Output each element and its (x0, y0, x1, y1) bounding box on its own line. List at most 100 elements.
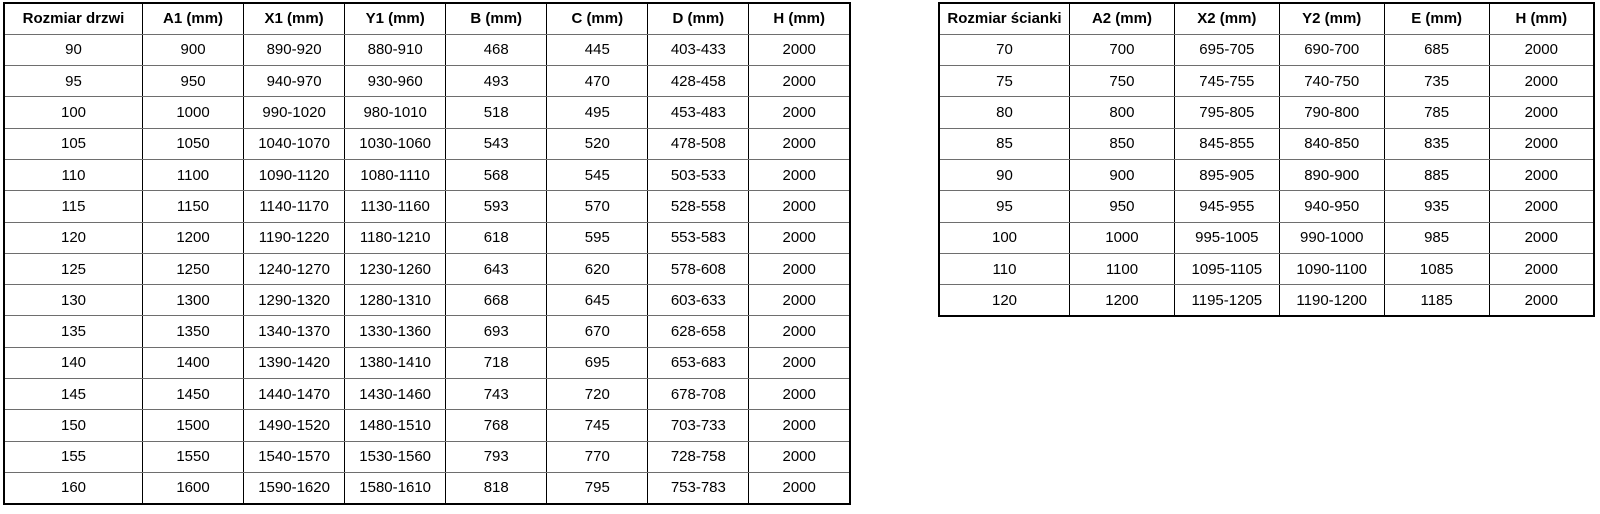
table-cell: 100 (3, 96, 143, 129)
table-cell: 403-433 (647, 33, 750, 67)
table-cell: 620 (546, 252, 649, 286)
table-cell: 890-920 (243, 33, 346, 67)
table-cell: 1540-1570 (243, 440, 346, 473)
table-cell: 850 (1069, 127, 1175, 160)
table-cell: 1190-1220 (243, 221, 346, 254)
table-cell: 1580-1610 (344, 471, 447, 505)
table-cell: 793 (445, 440, 548, 473)
table-cell: 1280-1310 (344, 284, 447, 317)
table-cell: 2000 (748, 252, 851, 286)
table-cell: 1430-1460 (344, 378, 447, 411)
table-cell: 653-683 (647, 346, 750, 380)
table-cell: 1550 (141, 440, 245, 473)
table-cell: 2000 (1488, 96, 1595, 129)
table-cell: 1050 (141, 127, 245, 160)
table-cell: 2000 (1488, 127, 1595, 160)
table-cell: 1140-1170 (243, 190, 346, 223)
table-row: 140 1400 1390-1420 1380-1410 718 695 653-683 20… (3, 346, 851, 380)
table-cell: 2000 (748, 409, 851, 442)
table-cell: 1185 (1383, 284, 1490, 317)
table-cell: 1095-1105 (1173, 252, 1280, 286)
table-cell: 493 (445, 65, 548, 98)
column-header: H (mm) (748, 2, 851, 35)
table-cell: 1195-1205 (1173, 284, 1280, 317)
table-cell: 120 (3, 221, 143, 254)
column-header: X1 (mm) (243, 2, 346, 35)
table-cell: 1590-1620 (243, 471, 346, 505)
table-cell: 718 (445, 346, 548, 380)
column-header: B (mm) (445, 2, 548, 35)
table-cell: 1390-1420 (243, 346, 346, 380)
table-cell: 1030-1060 (344, 127, 447, 160)
table-cell: 880-910 (344, 33, 447, 67)
table-cell: 1440-1470 (243, 378, 346, 411)
table-cell: 445 (546, 33, 649, 67)
column-header: D (mm) (647, 2, 750, 35)
table-cell: 743 (445, 378, 548, 411)
table-cell: 930-960 (344, 65, 447, 98)
table-cell: 2000 (748, 315, 851, 348)
table-cell: 895-905 (1173, 158, 1280, 192)
table-cell: 643 (445, 252, 548, 286)
table-cell: 2000 (748, 378, 851, 411)
table-cell: 1240-1270 (243, 252, 346, 286)
table-cell: 678-708 (647, 378, 750, 411)
table-row: 75 750 745-755 740-750 735 2000 (938, 65, 1595, 98)
header-row: Rozmiar drzwi A1 (mm) X1 (mm) Y1 (mm) B (mm)… (3, 2, 851, 35)
table-cell: 468 (445, 33, 548, 67)
table-cell: 2000 (1488, 65, 1595, 98)
table-cell: 835 (1383, 127, 1490, 160)
table-row: 95 950 940-970 930-960 493 470 428-458 2000 (3, 65, 851, 98)
table-cell: 90 (938, 158, 1070, 192)
table-cell: 115 (3, 190, 143, 223)
table-cell: 1530-1560 (344, 440, 447, 473)
table-cell: 745 (546, 409, 649, 442)
table-cell: 900 (141, 33, 245, 67)
table-row: 150 1500 1490-1520 1480-1510 768 745 703-733 20… (3, 409, 851, 442)
table-cell: 695-705 (1173, 33, 1280, 67)
column-header: H (mm) (1488, 2, 1595, 35)
table-cell: 1090-1120 (243, 158, 346, 192)
table-row: 70 700 695-705 690-700 685 2000 (938, 33, 1595, 67)
table-row: 90 900 895-905 890-900 885 2000 (938, 158, 1595, 192)
table-cell: 2000 (748, 158, 851, 192)
table-cell: 150 (3, 409, 143, 442)
table-cell: 2000 (1488, 33, 1595, 67)
table-cell: 145 (3, 378, 143, 411)
table-cell: 995-1005 (1173, 221, 1280, 254)
table-cell: 785 (1383, 96, 1490, 129)
table-cell: 2000 (748, 284, 851, 317)
table-cell: 603-633 (647, 284, 750, 317)
table-cell: 518 (445, 96, 548, 129)
column-header: C (mm) (546, 2, 649, 35)
table-cell: 70 (938, 33, 1070, 67)
table-cell: 2000 (1488, 284, 1595, 317)
table-cell: 568 (445, 158, 548, 192)
table-cell: 818 (445, 471, 548, 505)
table-cell: 990-1020 (243, 96, 346, 129)
table-cell: 2000 (748, 190, 851, 223)
table-cell: 95 (3, 65, 143, 98)
table-cell: 155 (3, 440, 143, 473)
table-row: 100 1000 990-1020 980-1010 518 495 453-483 2000 (3, 96, 851, 129)
table-cell: 593 (445, 190, 548, 223)
table-cell: 1040-1070 (243, 127, 346, 160)
table-row: 105 1050 1040-1070 1030-1060 543 520 478-508 20… (3, 127, 851, 160)
table-cell: 2000 (748, 346, 851, 380)
table-cell: 985 (1383, 221, 1490, 254)
table-row: 110 1100 1095-1105 1090-1100 1085 2000 (938, 252, 1595, 286)
table-row: 135 1350 1340-1370 1330-1360 693 670 628-658 20… (3, 315, 851, 348)
table-cell: 668 (445, 284, 548, 317)
column-header: E (mm) (1383, 2, 1490, 35)
table-cell: 1200 (1069, 284, 1175, 317)
table-cell: 770 (546, 440, 649, 473)
table-cell: 75 (938, 65, 1070, 98)
table-cell: 135 (3, 315, 143, 348)
table-cell: 1380-1410 (344, 346, 447, 380)
table-cell: 2000 (748, 471, 851, 505)
table-cell: 980-1010 (344, 96, 447, 129)
table-cell: 945-955 (1173, 190, 1280, 223)
table-cell: 735 (1383, 65, 1490, 98)
table-cell: 100 (938, 221, 1070, 254)
